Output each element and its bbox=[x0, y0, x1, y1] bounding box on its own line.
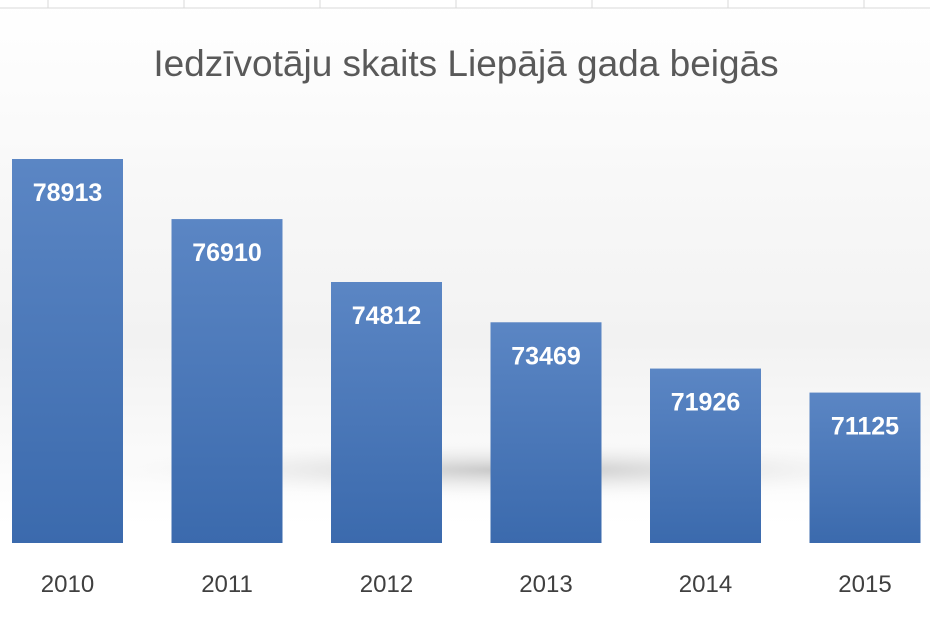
data-label-2013: 73469 bbox=[511, 342, 581, 370]
x-tick-label-2014: 2014 bbox=[679, 571, 732, 598]
x-tick-label-2011: 2011 bbox=[201, 571, 253, 598]
data-label-2011: 76910 bbox=[192, 239, 262, 267]
data-label-2014: 71926 bbox=[671, 389, 741, 417]
bars-layer bbox=[12, 159, 921, 543]
bar-2011 bbox=[171, 219, 283, 543]
bar-2010 bbox=[12, 159, 123, 543]
x-axis-tick-labels: 2010 2011 2012 2013 2014 2015 bbox=[41, 571, 892, 598]
data-label-2012: 74812 bbox=[352, 302, 422, 330]
bar-2014 bbox=[650, 368, 761, 543]
data-label-2015: 71125 bbox=[831, 413, 899, 441]
bar-2015 bbox=[809, 392, 921, 543]
x-tick-label-2015: 2015 bbox=[838, 571, 891, 598]
bar-2013 bbox=[490, 322, 602, 543]
x-tick-label-2013: 2013 bbox=[519, 571, 572, 598]
x-tick-label-2012: 2012 bbox=[360, 571, 413, 598]
sheet-grid-strip bbox=[0, 0, 930, 9]
bar-2012 bbox=[331, 282, 442, 543]
x-tick-label-2010: 2010 bbox=[41, 571, 94, 598]
data-label-2010: 78913 bbox=[33, 179, 103, 207]
chart-title: Iedzīvotāju skaits Liepājā gada beigās bbox=[153, 43, 778, 84]
data-labels-layer: 78913 76910 74812 73469 71926 71125 bbox=[33, 179, 899, 441]
